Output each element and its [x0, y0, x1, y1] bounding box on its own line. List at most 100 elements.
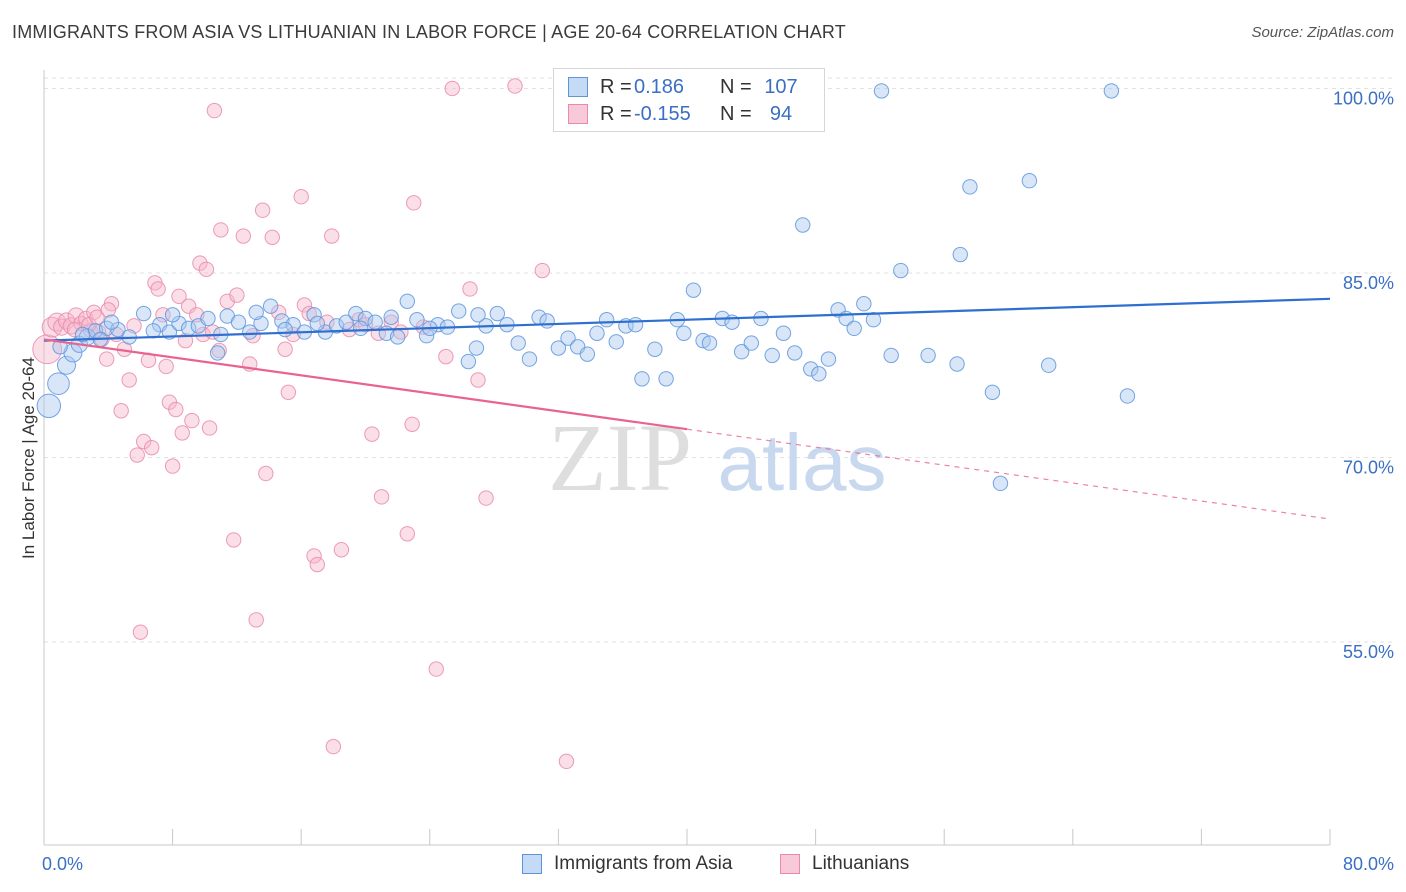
asia-point	[460, 353, 477, 370]
lithuanians-point	[66, 321, 83, 338]
legend-r-label: R =	[600, 102, 632, 125]
tick-labels: 55.0% 70.0% 85.0% 100.0% 0.0% 80.0%	[42, 88, 1394, 874]
lithuanians-point	[406, 195, 422, 211]
lithuanians-point	[121, 372, 137, 388]
lithuanians-points	[32, 78, 575, 770]
lithuanians-point	[184, 412, 200, 429]
asia-point	[230, 314, 247, 330]
asia-point	[74, 326, 91, 343]
asia-point	[103, 314, 120, 330]
asia-point	[550, 340, 567, 356]
lithuanians-point	[132, 624, 149, 640]
asia-point	[470, 307, 486, 323]
asia-point	[764, 347, 780, 364]
asia-point	[608, 334, 624, 350]
asia-point	[647, 341, 663, 357]
asia-point	[803, 361, 819, 377]
asia-point	[348, 305, 364, 322]
lithuanians-point	[462, 281, 478, 297]
asia-point	[47, 372, 70, 395]
x-tick-label: 0.0%	[42, 854, 83, 874]
asia-point	[521, 351, 538, 367]
lithuanians-point	[277, 341, 293, 357]
lithuanians-point	[89, 309, 105, 325]
bottom-legend-swatch-lithuanians	[780, 854, 800, 874]
asia-point	[589, 325, 605, 341]
asia-point	[984, 384, 1001, 401]
asia-point	[389, 329, 406, 345]
lithuanians-point	[296, 297, 313, 313]
asia-point	[262, 298, 279, 314]
asia-point	[820, 351, 837, 367]
bottom-legend-asia: Immigrants from Asia	[522, 852, 732, 876]
legend-n-value: 107	[764, 75, 798, 98]
asia-point	[579, 346, 596, 362]
asia-point	[775, 325, 792, 341]
asia-trend-line	[43, 297, 1331, 342]
lithuanians-point	[558, 753, 575, 770]
asia-point	[352, 320, 369, 337]
lithuanians-point	[373, 489, 390, 505]
lithuanians-point	[206, 102, 223, 119]
lithuanians-point	[129, 447, 145, 463]
asia-point	[248, 304, 264, 321]
lithuanians-point	[534, 262, 551, 279]
asia-point	[787, 345, 803, 361]
source-credit: Source: ZipAtlas.com	[1251, 24, 1394, 41]
asia-point	[658, 371, 674, 387]
asia-point	[357, 310, 374, 327]
lithuanians-point	[428, 661, 444, 677]
bottom-legend-label-asia: Immigrants from Asia	[554, 853, 733, 874]
asia-point	[685, 282, 702, 298]
lithuanians-point	[229, 287, 245, 303]
asia-point	[1103, 83, 1120, 99]
lithuanians-point	[324, 228, 340, 244]
asia-point	[795, 217, 811, 233]
asia-point	[399, 293, 415, 309]
watermark-zip: ZIP	[548, 404, 692, 511]
bottom-legend-swatch-asia	[522, 854, 542, 874]
lithuanians-point	[438, 348, 454, 365]
lithuanians-point	[180, 298, 197, 314]
lithuanians-point	[150, 281, 166, 297]
asia-point	[328, 318, 345, 334]
asia-point	[676, 325, 692, 341]
lithuanians-point	[192, 255, 208, 271]
lithuanians-point	[135, 433, 152, 450]
lithuanians-point	[211, 342, 227, 359]
asia-point	[1040, 357, 1057, 373]
lithuanians-point	[478, 490, 494, 506]
asia-point	[634, 371, 650, 387]
asia-point	[468, 340, 485, 356]
asia-point	[383, 309, 399, 325]
lithuanians-point	[198, 261, 215, 277]
lithuanians-point	[158, 358, 174, 375]
lithuanians-point	[399, 526, 415, 542]
lithuanians-point	[333, 542, 350, 558]
lithuanians-point	[309, 556, 325, 573]
asia-point	[451, 303, 467, 319]
bottom-legend-label-lithuanians: Lithuanians	[812, 853, 910, 874]
lithuanians-point	[225, 532, 242, 548]
lithuanians-point	[113, 403, 129, 419]
lithuanians-point	[67, 307, 85, 325]
stats-legend: R = 0.186 N = 107 R = -0.155 N = 94	[553, 68, 825, 132]
legend-r-value: -0.155	[634, 102, 691, 125]
asia-point	[811, 366, 827, 382]
legend-r-label: R =	[600, 75, 632, 98]
lithuanians-trend-line	[43, 338, 688, 431]
y-tick-label: 55.0%	[1343, 642, 1394, 662]
legend-row-lithuanians: R = -0.155 N = 94	[568, 102, 806, 126]
asia-point	[560, 330, 576, 346]
x-tick-label: 80.0%	[1343, 854, 1394, 874]
asia-point	[277, 321, 293, 338]
asia-point	[57, 355, 77, 375]
asia-point	[949, 356, 965, 372]
legend-swatch-lithuanians	[568, 104, 588, 124]
lithuanians-point	[507, 78, 523, 94]
lithuanians-point	[82, 323, 99, 339]
axes	[43, 70, 1331, 846]
asia-point	[309, 315, 325, 332]
legend-n-label: N =	[720, 102, 752, 125]
lithuanians-point	[404, 416, 420, 432]
